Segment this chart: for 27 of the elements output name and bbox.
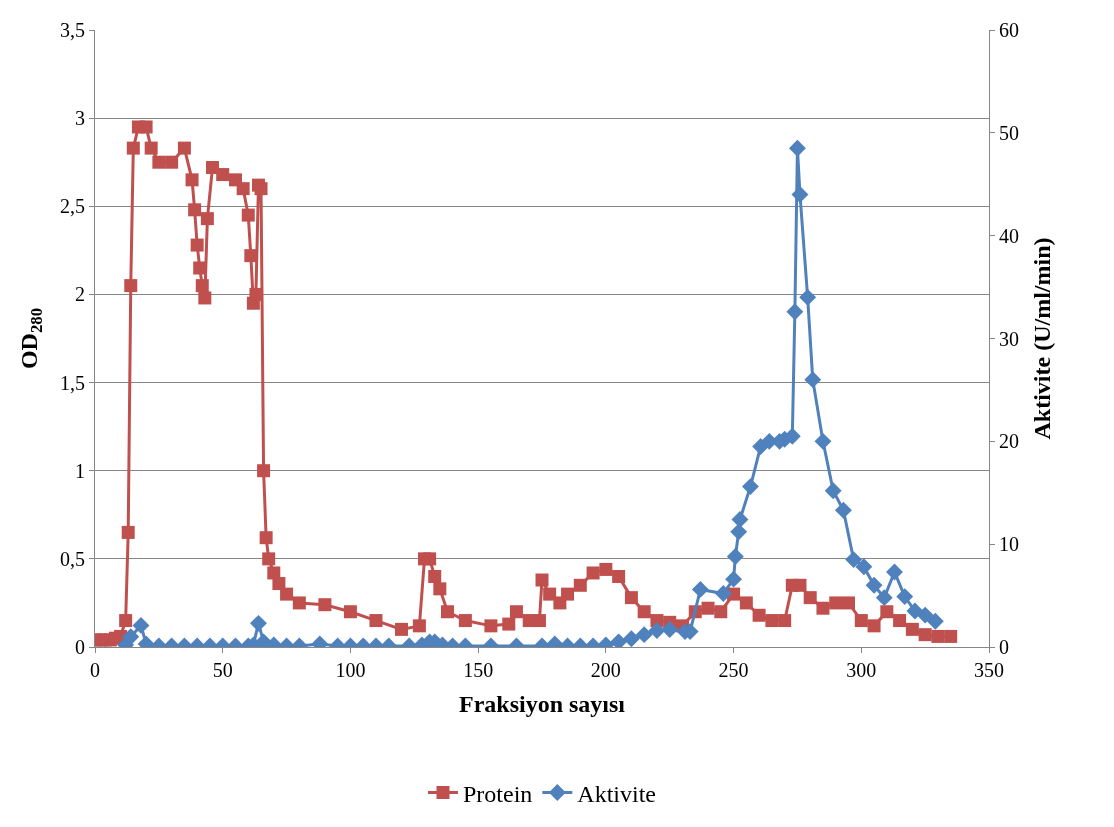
x-tick-label: 100 — [335, 659, 366, 681]
y2-tick-label: 10 — [999, 533, 1019, 556]
legend-label: Aktivite — [577, 780, 656, 807]
y-tick-label: 3 — [75, 107, 85, 130]
y2-tick-label: 20 — [999, 430, 1019, 453]
x-tick-label: 200 — [590, 659, 621, 681]
x-tick-label: 250 — [718, 659, 749, 681]
y-tick-label: 1 — [75, 459, 85, 482]
y2-tick-label: 50 — [999, 121, 1019, 144]
y2-tick-label: 30 — [999, 327, 1019, 350]
y-tick-label: 3,5 — [60, 19, 85, 41]
x-axis-title: Fraksiyon sayısı — [458, 691, 626, 718]
y-tick-label: 2 — [75, 283, 85, 306]
x-tick-label: 0 — [90, 659, 100, 681]
y2-axis-title: Aktivite (U/ml/min) — [1029, 237, 1056, 440]
y2-tick-label: 0 — [999, 636, 1009, 658]
y-tick-label: 1,5 — [60, 371, 85, 394]
legend-label: Protein — [463, 780, 533, 807]
y-tick-label: 2,5 — [60, 195, 85, 218]
y2-tick-label: 60 — [999, 19, 1019, 41]
x-tick-label: 150 — [463, 659, 494, 681]
x-tick-label: 50 — [212, 659, 233, 681]
y-tick-label: 0 — [75, 636, 85, 658]
y-tick-label: 0,5 — [60, 547, 85, 570]
x-tick-label: 350 — [974, 659, 1004, 681]
y2-tick-label: 40 — [999, 224, 1019, 247]
x-tick-label: 300 — [846, 659, 877, 681]
